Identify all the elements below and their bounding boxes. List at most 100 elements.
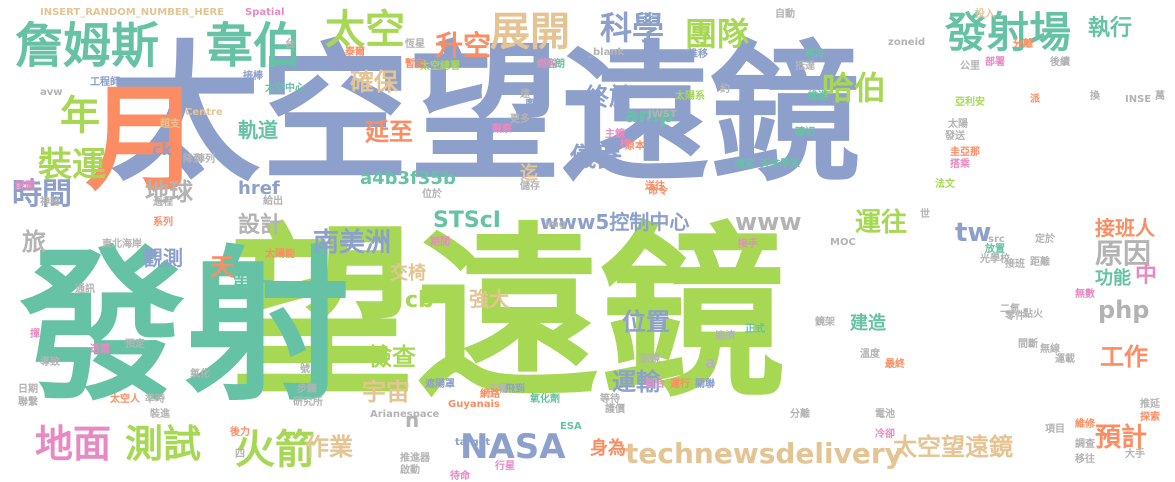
- word-192: 派: [1030, 95, 1040, 105]
- word-114: 燃料: [537, 60, 557, 70]
- word-14: 年: [60, 96, 100, 136]
- word-141: 副鏡: [640, 355, 660, 365]
- word-51: 地面: [35, 425, 111, 463]
- word-173: 推延: [1140, 400, 1160, 410]
- word-94: 自動: [775, 10, 795, 20]
- word-110: 法文: [935, 180, 955, 190]
- word-146: 最終: [885, 360, 905, 370]
- word-7: 展開: [490, 12, 570, 52]
- word-164: 啟動: [400, 466, 420, 476]
- word-95: 投入: [975, 10, 995, 20]
- word-144: 正式: [745, 325, 765, 335]
- word-42: cb: [405, 290, 434, 312]
- word-49: 宇宙: [362, 380, 410, 404]
- word-92: 後續: [1050, 58, 1070, 68]
- word-62: a: [705, 355, 716, 371]
- word-147: 零件: [1005, 312, 1025, 322]
- word-37: 天: [210, 255, 234, 279]
- word-73: img: [545, 220, 566, 230]
- word-125: 接手: [738, 240, 758, 250]
- word-128: 放置: [985, 245, 1005, 255]
- word-188: 校: [620, 140, 630, 150]
- word-52: 測試: [125, 425, 201, 463]
- word-6: 太空: [325, 10, 405, 50]
- word-108: 圭亞那: [950, 148, 980, 158]
- word-82: 恆星: [405, 40, 425, 50]
- word-76: INSE: [1125, 95, 1151, 105]
- word-181: 台: [285, 40, 295, 50]
- word-134: 通訊: [75, 285, 95, 295]
- word-133: 無數: [1075, 290, 1095, 300]
- word-28: 南美洲: [313, 230, 391, 256]
- word-193: 鏡架: [815, 318, 835, 328]
- word-87: 推移: [688, 50, 708, 60]
- word-91: 部署: [985, 58, 1005, 68]
- word-187: 號: [300, 365, 310, 375]
- word-85: 接棒: [243, 72, 263, 82]
- word-20: 軌道: [238, 120, 278, 140]
- word-27: 設計: [238, 215, 282, 237]
- word-175: 項目: [1045, 425, 1065, 435]
- word-12: 升空: [435, 32, 491, 60]
- word-43: 位置: [622, 310, 670, 334]
- word-168: 冷卻: [875, 430, 895, 440]
- word-88: 推進: [808, 92, 828, 102]
- word-100: 觀察: [492, 125, 512, 135]
- word-10: 發射場: [945, 12, 1071, 54]
- word-194: 間斷: [1018, 340, 1038, 350]
- word-158: 聯繫: [18, 398, 38, 408]
- word-172: 移往: [1075, 455, 1095, 465]
- word-195: 擁擠: [715, 332, 735, 342]
- word-127: 定於: [1035, 235, 1055, 245]
- word-155: 遮陽罩: [425, 380, 455, 390]
- word-169: 維修: [1075, 420, 1095, 430]
- word-109: 搭乘: [950, 160, 970, 170]
- word-152: 氧化: [190, 370, 210, 380]
- word-129: 接班: [1005, 260, 1025, 270]
- word-80: 太空總署: [420, 62, 460, 72]
- word-104: 天文學家: [760, 160, 800, 170]
- word-97: 寒冷: [805, 50, 825, 60]
- word-72: MOC: [830, 238, 856, 248]
- word-13: 執行: [1088, 18, 1132, 40]
- word-105: 穩定: [735, 160, 755, 170]
- word-151: 透露: [90, 345, 110, 355]
- word-96: 分離: [1013, 40, 1033, 50]
- word-121: 給出: [263, 197, 283, 207]
- word-107: 太陽: [948, 120, 968, 130]
- word-177: 護價: [605, 405, 625, 415]
- word-166: 行星: [495, 462, 515, 472]
- word-180: 陣列: [195, 155, 215, 165]
- word-32: 運往: [855, 210, 907, 236]
- word-59: 預計: [1095, 425, 1147, 451]
- word-143: 氧化劑: [530, 395, 560, 405]
- word-162: 後力: [230, 428, 250, 438]
- word-190: 更多: [510, 115, 530, 125]
- word-178: 四: [235, 450, 245, 460]
- word-103: 確切: [795, 128, 815, 138]
- word-154: 研究所: [293, 398, 323, 408]
- word-130: 距離: [1030, 258, 1050, 268]
- word-156: 網路: [480, 390, 500, 400]
- word-186: 導致: [40, 358, 60, 368]
- word-70: target: [455, 438, 490, 448]
- word-135: 歐洲: [290, 290, 310, 300]
- word-25: a4b3f35b: [360, 170, 456, 188]
- word-163: 推進器: [400, 454, 430, 464]
- word-191: 遠: [520, 90, 530, 100]
- word-167: 電池: [875, 410, 895, 420]
- word-9: 團隊: [685, 18, 749, 50]
- word-113: 儲存: [520, 182, 540, 192]
- word-183: 約: [720, 85, 730, 95]
- word-8: 科學: [600, 12, 664, 44]
- word-160: 準時: [145, 395, 165, 405]
- word-179: 揮: [30, 330, 40, 340]
- word-36: 觀測: [143, 248, 183, 268]
- word-46: 中: [1135, 265, 1157, 287]
- word-184: 換: [1090, 92, 1100, 102]
- word-189: 命令: [648, 187, 668, 197]
- word-41: php: [1098, 298, 1149, 322]
- word-60: 旅: [22, 230, 46, 254]
- word-69: zoneid: [888, 38, 925, 48]
- word-45: 功能: [1095, 270, 1131, 288]
